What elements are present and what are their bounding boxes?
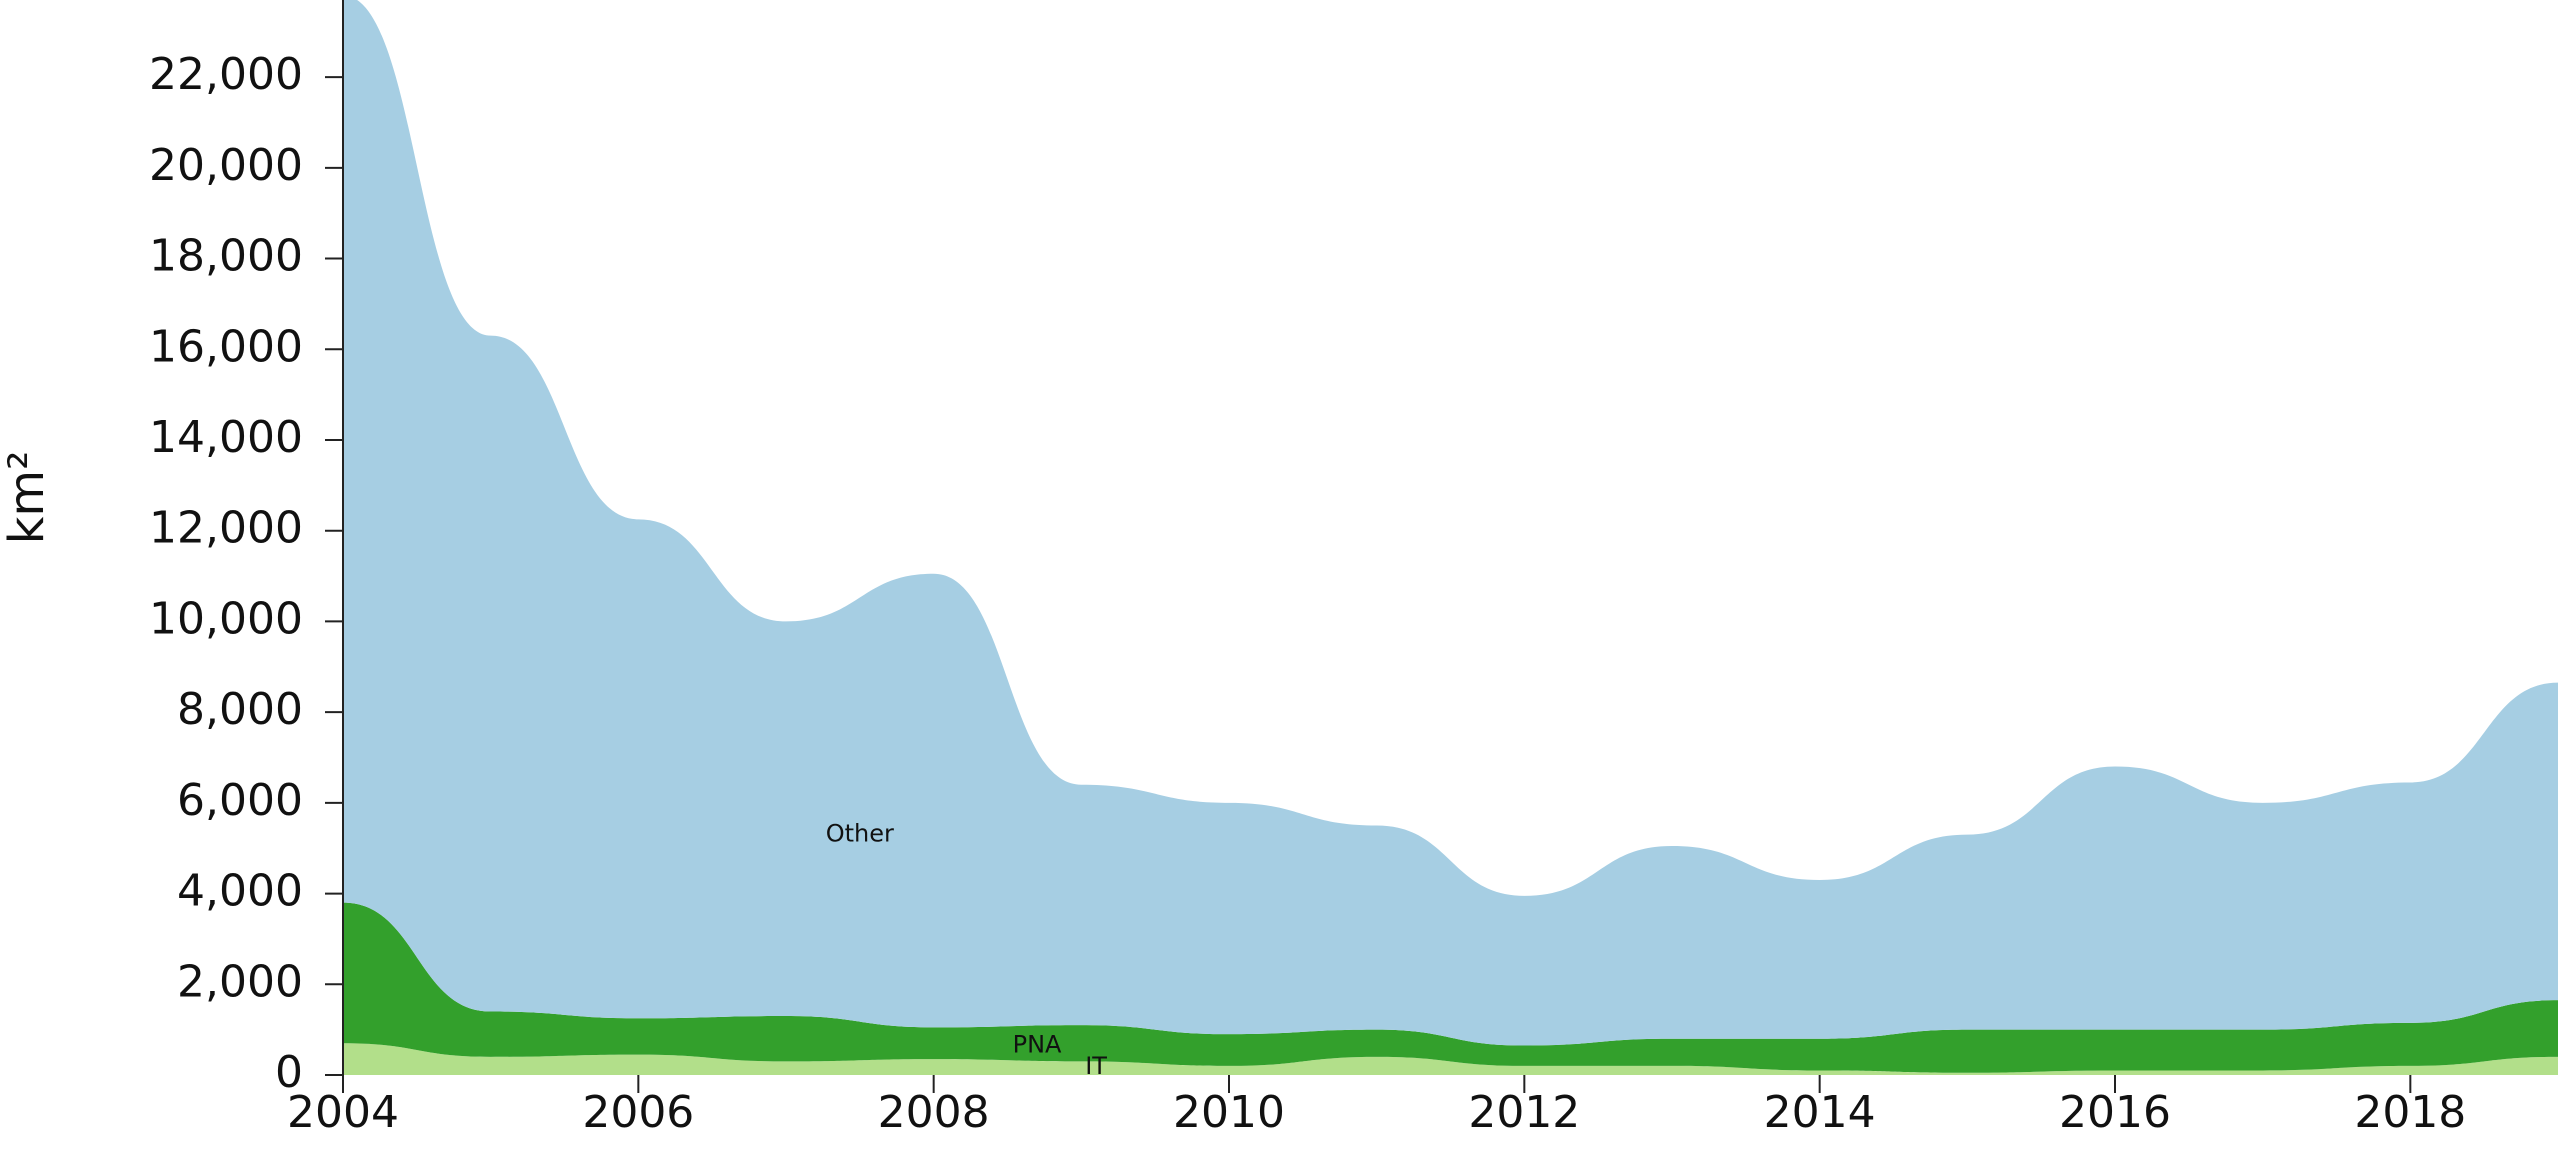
x-tick-label: 2008 (878, 1087, 990, 1138)
series-label-it: IT (1085, 1052, 1107, 1080)
x-tick-label: 2014 (1764, 1087, 1876, 1138)
y-ticks: 0 2,000 4,000 6,000 8,000 10,000 12,000 14,000 1… (149, 49, 343, 1098)
x-tick-label: 2018 (2354, 1087, 2466, 1138)
y-tick-label: 20,000 (149, 140, 303, 191)
y-tick-label: 10,000 (149, 593, 303, 644)
y-axis-title: km² (0, 451, 55, 545)
y-tick-label: 6,000 (177, 775, 303, 826)
x-ticks: 2004 2006 2008 2010 2012 2014 2016 2018 (287, 1075, 2466, 1138)
series-labels: Other PNA IT (826, 820, 1108, 1080)
y-tick-label: 0 (275, 1047, 303, 1098)
x-tick-label: 2012 (1468, 1087, 1580, 1138)
y-tick-label: 16,000 (149, 321, 303, 372)
area-series-it (343, 1043, 2558, 1075)
y-tick-label: 8,000 (177, 684, 303, 735)
area-series-other (343, 0, 2558, 1046)
x-tick-label: 2010 (1173, 1087, 1285, 1138)
area-series-pna (343, 902, 2558, 1073)
y-tick-label: 18,000 (149, 231, 303, 282)
y-tick-label: 12,000 (149, 503, 303, 554)
x-tick-label: 2006 (582, 1087, 694, 1138)
series-label-other: Other (826, 820, 894, 848)
x-tick-label: 2004 (287, 1087, 399, 1138)
y-tick-label: 2,000 (177, 956, 303, 1007)
series-label-pna: PNA (1013, 1031, 1062, 1059)
area-layer (343, 0, 2558, 1075)
x-tick-label: 2016 (2059, 1087, 2171, 1138)
y-tick-label: 22,000 (149, 49, 303, 100)
y-tick-label: 14,000 (149, 412, 303, 463)
y-tick-label: 4,000 (177, 866, 303, 917)
